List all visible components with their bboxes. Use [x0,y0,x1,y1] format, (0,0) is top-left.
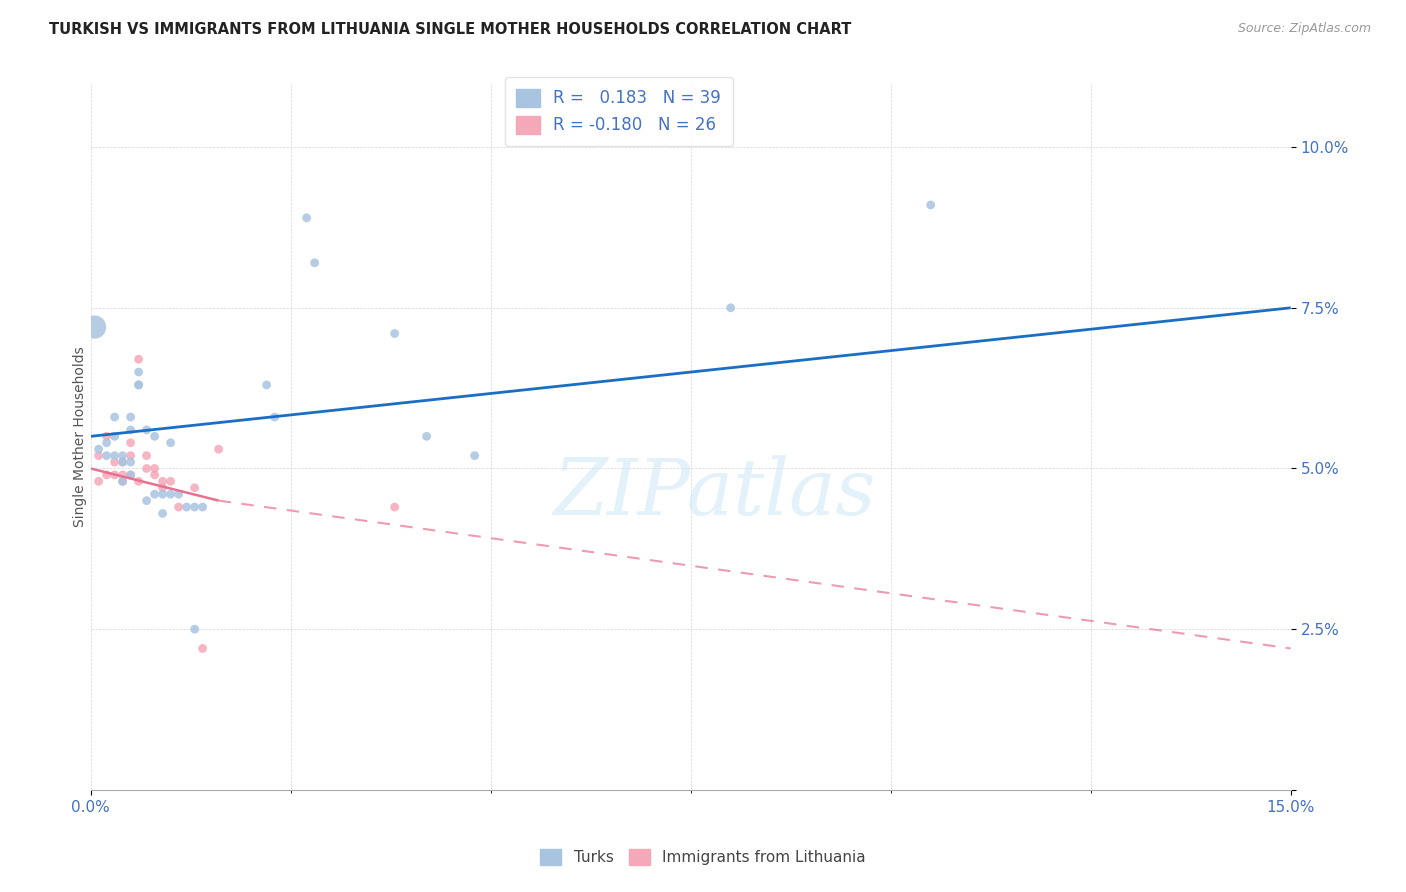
Point [135,493,157,508]
Point [256,378,278,392]
Point [120,435,142,450]
Point [111,475,134,489]
Point [464,449,486,463]
Point [295,211,318,225]
Point [304,256,326,270]
Point [183,481,205,495]
Legend: Turks, Immigrants from Lithuania: Turks, Immigrants from Lithuania [534,843,872,871]
Point [104,429,127,443]
Point [111,455,134,469]
Point [263,410,285,425]
Point [87,475,110,489]
Point [152,481,174,495]
Point [128,378,150,392]
Point [96,467,118,482]
Point [143,487,166,501]
Point [87,449,110,463]
Point [183,500,205,514]
Point [143,429,166,443]
Point [384,326,406,341]
Point [183,622,205,636]
Point [152,487,174,501]
Point [87,442,110,457]
Text: Source: ZipAtlas.com: Source: ZipAtlas.com [1237,22,1371,36]
Point [111,449,134,463]
Point [104,455,127,469]
Point [720,301,742,315]
Point [191,641,214,656]
Point [152,507,174,521]
Point [384,500,406,514]
Point [176,500,198,514]
Text: ZIPatlas: ZIPatlas [554,455,876,531]
Point [207,442,229,457]
Point [111,467,134,482]
Point [96,435,118,450]
Point [920,198,942,212]
Point [120,467,142,482]
Point [128,378,150,392]
Point [128,365,150,379]
Point [159,475,181,489]
Point [120,449,142,463]
Point [152,475,174,489]
Point [104,410,127,425]
Point [83,320,105,334]
Point [128,352,150,367]
Point [143,461,166,475]
Point [159,487,181,501]
Point [135,449,157,463]
Point [191,500,214,514]
Point [120,423,142,437]
Point [111,475,134,489]
Point [104,449,127,463]
Legend: R =   0.183   N = 39, R = -0.180   N = 26: R = 0.183 N = 39, R = -0.180 N = 26 [505,77,733,146]
Point [96,449,118,463]
Point [120,410,142,425]
Point [111,455,134,469]
Point [135,461,157,475]
Point [96,429,118,443]
Point [167,487,190,501]
Point [159,435,181,450]
Point [167,500,190,514]
Point [415,429,437,443]
Y-axis label: Single Mother Households: Single Mother Households [73,346,87,526]
Point [120,455,142,469]
Point [135,423,157,437]
Text: TURKISH VS IMMIGRANTS FROM LITHUANIA SINGLE MOTHER HOUSEHOLDS CORRELATION CHART: TURKISH VS IMMIGRANTS FROM LITHUANIA SIN… [49,22,852,37]
Point [143,467,166,482]
Point [120,467,142,482]
Point [128,475,150,489]
Point [104,467,127,482]
